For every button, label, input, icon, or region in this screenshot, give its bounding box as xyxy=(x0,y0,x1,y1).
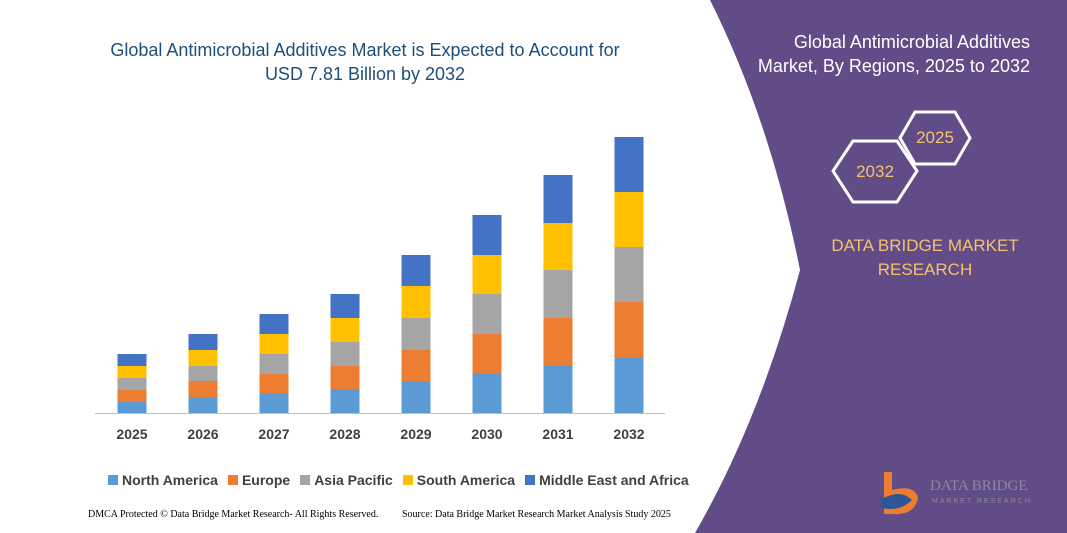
legend-label: South America xyxy=(416,472,516,488)
bar-segment xyxy=(188,334,218,350)
bar-segment xyxy=(259,334,289,354)
bar-segment xyxy=(330,294,360,318)
badge-hex xyxy=(898,110,972,166)
legend-label: Asia Pacific xyxy=(314,472,393,488)
bar-segment xyxy=(472,334,502,374)
bar-segment xyxy=(330,342,360,366)
logo-mark xyxy=(880,494,912,509)
x-tick-label: 2029 xyxy=(400,426,431,442)
bar-segment xyxy=(401,318,431,350)
x-tick-label: 2026 xyxy=(187,426,218,442)
bar-segment xyxy=(472,255,502,294)
bar-segment xyxy=(614,302,644,358)
logo-name: DATA BRIDGE xyxy=(930,478,1028,494)
bar-segment xyxy=(117,378,147,390)
bar-segment xyxy=(188,381,218,397)
bar-segment xyxy=(401,381,431,413)
bar-segment xyxy=(472,215,502,255)
bar-segment xyxy=(472,374,502,413)
bar-segment xyxy=(188,366,218,381)
bar-segment xyxy=(259,314,289,334)
bar-segment xyxy=(543,366,573,413)
legend-label: North America xyxy=(122,472,218,488)
bar-segment xyxy=(543,270,573,318)
chart-title: Global Antimicrobial Additives Market is… xyxy=(110,40,620,84)
badge: 2025 xyxy=(916,128,954,147)
legend-swatch xyxy=(402,475,413,485)
legend-item: Europe xyxy=(227,472,291,488)
bar-segment xyxy=(188,350,218,366)
bar-segment xyxy=(614,137,644,192)
bar-segment xyxy=(330,389,360,413)
footer-left: DMCA Protected © Data Bridge Market Rese… xyxy=(88,509,379,520)
bar-segment xyxy=(401,286,431,318)
bar-segment xyxy=(117,390,147,402)
legend-swatch xyxy=(227,475,238,485)
legend: North America Europe Asia Pacific South Ame… xyxy=(108,472,689,488)
bar-segment xyxy=(117,354,147,366)
bar-segment xyxy=(330,318,360,342)
x-tick-label: 2030 xyxy=(471,426,502,442)
bar-segment xyxy=(614,192,644,247)
bar-segment xyxy=(259,354,289,374)
legend-item: North America xyxy=(108,472,218,488)
bar-segment xyxy=(188,397,218,413)
panel-title: Global Antimicrobial Additives Market, B… xyxy=(757,32,1030,76)
bar-segment xyxy=(614,247,644,302)
legend-item: Asia Pacific xyxy=(300,472,393,488)
x-tick-label: 2031 xyxy=(542,426,573,442)
bar-segment xyxy=(117,402,147,413)
bar-segment xyxy=(259,393,289,413)
legend-swatch xyxy=(300,475,311,485)
bar-segment xyxy=(401,255,431,286)
bar-segment xyxy=(401,350,431,381)
legend-item: Middle East and Africa xyxy=(525,472,689,488)
bar-segment xyxy=(259,374,289,393)
legend-label: Middle East and Africa xyxy=(539,472,689,488)
bar-segment xyxy=(614,358,644,413)
x-tick-label: 2032 xyxy=(613,426,644,442)
x-tick-label: 2027 xyxy=(258,426,289,442)
bar-segment xyxy=(543,223,573,270)
legend-item: South America xyxy=(402,472,516,488)
logo-tagline: MARKET RESEARCH xyxy=(932,498,1032,505)
bar-segment xyxy=(472,294,502,334)
bar-segment xyxy=(543,318,573,366)
badge-hex xyxy=(831,139,919,204)
footer-right: Source: Data Bridge Market Research Mark… xyxy=(402,509,671,520)
legend-swatch xyxy=(525,475,536,485)
side-panel-bg xyxy=(695,0,1067,533)
badge: 2032 xyxy=(856,162,894,181)
bar-segment xyxy=(543,175,573,223)
legend-label: Europe xyxy=(241,472,291,488)
bar-segment xyxy=(117,366,147,378)
brand: DATA BRIDGE MARKET RESEARCH xyxy=(831,236,1019,279)
bar-segment xyxy=(330,366,360,389)
x-tick-label: 2028 xyxy=(329,426,360,442)
legend-swatch xyxy=(108,475,118,485)
x-tick-label: 2025 xyxy=(116,426,147,442)
